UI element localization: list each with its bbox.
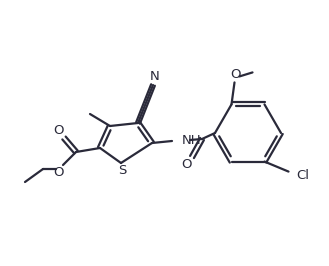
Text: O: O [53,165,63,178]
Text: Cl: Cl [296,169,310,182]
Text: O: O [230,68,241,81]
Text: S: S [118,164,126,177]
Text: O: O [53,124,63,138]
Text: NH: NH [182,134,202,147]
Text: N: N [150,69,160,82]
Text: O: O [182,159,192,172]
